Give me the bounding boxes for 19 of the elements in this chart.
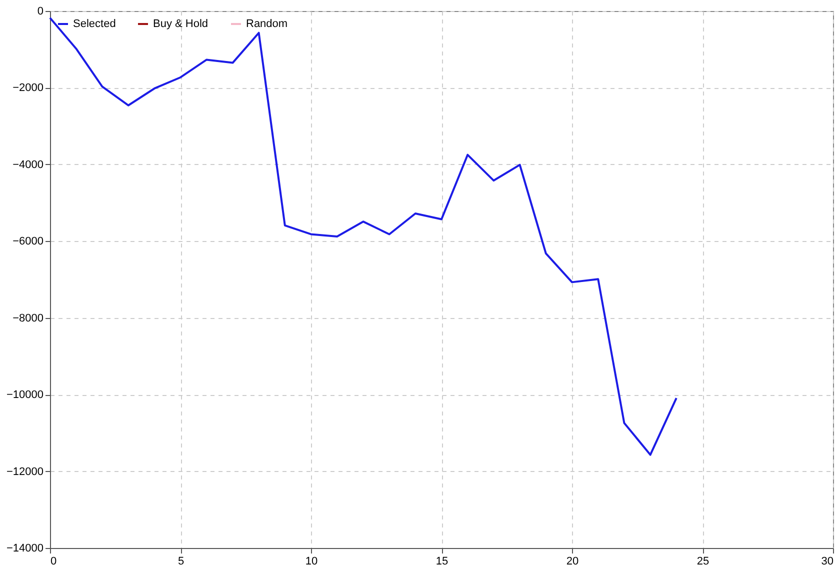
x-tick-label: 5 xyxy=(178,556,184,568)
legend-label: Selected xyxy=(73,18,116,30)
x-tick-label: 30 xyxy=(821,556,834,568)
legend-label: Buy & Hold xyxy=(153,18,208,30)
y-tick-label: −6000 xyxy=(12,236,44,248)
x-tick-label: 10 xyxy=(305,556,318,568)
x-tick-label: 0 xyxy=(50,556,57,568)
legend-label: Random xyxy=(246,18,288,30)
x-tick-label: 20 xyxy=(566,556,579,568)
y-tick-label: −12000 xyxy=(6,466,44,478)
y-tick-label: −2000 xyxy=(12,82,44,94)
x-tick-label: 25 xyxy=(696,556,710,568)
y-tick-label: −14000 xyxy=(6,542,44,554)
line-series xyxy=(49,16,678,456)
y-tick-label: −8000 xyxy=(12,312,44,324)
y-tick-label: −4000 xyxy=(12,158,44,171)
y-tick-label: 0 xyxy=(37,6,44,18)
x-tick-label: 15 xyxy=(436,556,448,568)
y-tick-label: −10000 xyxy=(6,389,44,402)
